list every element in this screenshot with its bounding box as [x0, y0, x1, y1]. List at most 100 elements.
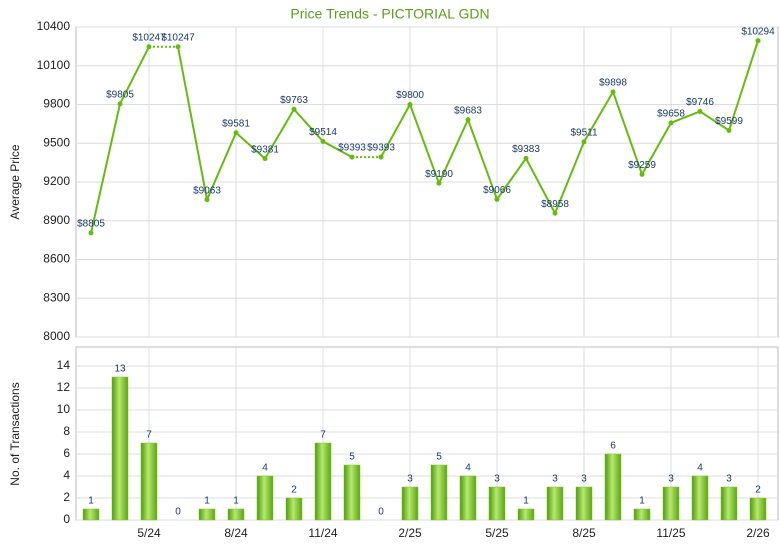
point — [697, 108, 703, 114]
value-label: $9511 — [570, 127, 598, 138]
point — [407, 102, 413, 107]
line-segment — [409, 104, 440, 184]
x-tick-label: 5/24 — [137, 526, 161, 540]
value-label: 5 — [349, 452, 355, 463]
value-label: $9063 — [193, 185, 221, 196]
value-label: $9514 — [309, 127, 337, 138]
line-segment — [699, 110, 730, 132]
value-label: 1 — [233, 496, 239, 507]
x-tick-label: 11/25 — [656, 526, 685, 540]
value-label: $10294 — [741, 26, 775, 37]
bar — [314, 442, 332, 521]
value-label: 1 — [523, 496, 529, 507]
y-tick-label: 9200 — [43, 174, 70, 188]
point — [755, 38, 761, 44]
line-segment — [496, 157, 527, 200]
point — [523, 155, 529, 161]
bar — [633, 508, 651, 521]
point — [378, 154, 384, 160]
bar — [430, 464, 448, 521]
y-tick-label: 8600 — [43, 252, 70, 266]
y-tick-label: 6 — [63, 446, 70, 460]
line-segment — [293, 108, 324, 143]
y-tick-label: 9800 — [43, 97, 70, 111]
value-label: $9763 — [280, 95, 308, 106]
value-label: 6 — [610, 441, 616, 452]
line-segment — [322, 140, 353, 158]
line-segment — [438, 119, 469, 184]
value-label: 7 — [146, 430, 152, 441]
y-tick-label: 14 — [57, 358, 71, 372]
value-label: 1 — [88, 496, 94, 507]
value-label: 1 — [639, 496, 645, 507]
value-label: 3 — [552, 474, 558, 485]
value-label: $8805 — [77, 219, 105, 230]
bar — [285, 497, 303, 521]
y-tick-label: 10100 — [37, 58, 71, 72]
point — [436, 180, 442, 186]
value-label: $10247 — [161, 32, 195, 43]
bar — [720, 486, 738, 521]
x-tick-label: 2/26 — [746, 526, 770, 540]
line-segment — [380, 104, 411, 158]
value-label: $9381 — [251, 144, 279, 155]
value-label: $9190 — [425, 169, 453, 180]
value-label: $9383 — [512, 144, 540, 155]
y-tick-label: 10 — [57, 402, 71, 416]
y-axis-label: Average Price — [8, 144, 22, 219]
point — [552, 210, 558, 216]
value-label: 2 — [755, 485, 761, 496]
value-label: $9581 — [222, 118, 250, 129]
line-segment — [90, 103, 121, 234]
bar — [401, 486, 419, 521]
point — [233, 130, 239, 136]
chart-title: Price Trends - PICTORIAL GDN — [290, 6, 489, 22]
point — [175, 44, 181, 50]
value-label: 3 — [581, 474, 587, 485]
bar — [82, 508, 100, 521]
point — [639, 171, 645, 177]
y-tick-label: 10400 — [37, 19, 71, 33]
bar — [604, 453, 622, 521]
line-segment — [206, 132, 237, 201]
line-segment — [670, 110, 701, 124]
value-label: 4 — [697, 463, 703, 474]
value-label: 2 — [291, 485, 297, 496]
point — [610, 89, 616, 95]
bar — [691, 475, 709, 521]
point — [204, 197, 210, 203]
bar — [198, 508, 216, 521]
point — [117, 101, 123, 107]
bar — [662, 486, 680, 521]
y-tick-label: 8000 — [43, 329, 70, 343]
line-segment — [235, 132, 266, 160]
value-label: 0 — [175, 507, 181, 518]
value-label: 3 — [407, 474, 413, 485]
y-axis-label: No. of Transactions — [8, 382, 22, 485]
y-tick-label: 8300 — [43, 290, 70, 304]
point — [291, 106, 297, 112]
value-label: 3 — [494, 474, 500, 485]
point — [262, 156, 268, 162]
line-segment — [583, 91, 614, 143]
y-tick-label: 0 — [63, 512, 70, 526]
line-segment — [525, 157, 556, 214]
line-segment — [467, 119, 498, 200]
value-label: 3 — [726, 474, 732, 485]
y-tick-label: 8900 — [43, 213, 70, 227]
point — [88, 230, 94, 236]
value-label: $9683 — [454, 105, 482, 116]
value-label: $9393 — [367, 143, 395, 154]
bar — [343, 464, 361, 521]
value-label: $9746 — [686, 97, 714, 108]
point — [146, 44, 152, 50]
value-label: 5 — [436, 452, 442, 463]
bar — [227, 508, 245, 521]
value-label: 1 — [204, 496, 210, 507]
value-label: $9800 — [396, 90, 424, 101]
line-segment — [264, 108, 295, 160]
value-label: 4 — [262, 463, 268, 474]
point — [726, 127, 732, 133]
line-segment — [177, 46, 208, 200]
x-tick-label: 8/24 — [224, 526, 248, 540]
